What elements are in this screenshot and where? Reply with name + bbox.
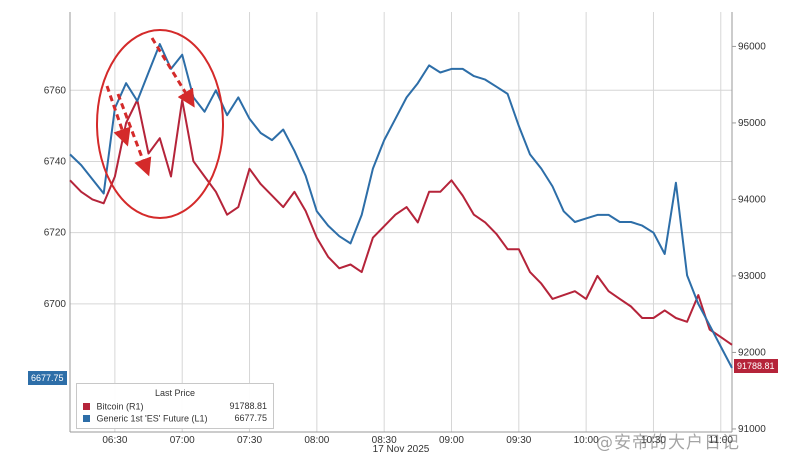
legend: Last Price Bitcoin (R1) 91788.81 Generic… <box>76 383 274 429</box>
x-axis: 06:30 07:00 07:30 08:00 08:30 09:00 09:30 10:00… <box>102 435 733 446</box>
left-last-price-flag: 6677.75 <box>28 371 67 385</box>
highlight-ellipse <box>96 29 224 219</box>
y-right-tick-label: 93000 <box>738 271 766 282</box>
legend-value-bitcoin: 91788.81 <box>229 401 267 411</box>
series-line-es-future <box>69 43 733 369</box>
right-last-price-value: 91788.81 <box>737 361 775 371</box>
y-left-tick-label: 6740 <box>44 156 67 167</box>
right-last-price-flag: 91788.81 <box>734 359 778 373</box>
left-last-price-value: 6677.75 <box>31 373 64 383</box>
annotation-arrows <box>105 37 195 177</box>
legend-swatch-bitcoin <box>83 403 90 411</box>
x-tick-label: 07:30 <box>237 435 262 446</box>
y-right-tick-label: 96000 <box>738 41 766 52</box>
x-tick-label: 10:30 <box>641 435 666 446</box>
x-tick-label: 09:00 <box>439 435 464 446</box>
y-left-axis: 6700 6720 6740 6760 <box>44 85 67 310</box>
down-arrow-1 <box>105 85 131 147</box>
y-left-tick-label: 6700 <box>44 299 67 310</box>
legend-title: Last Price <box>154 388 196 398</box>
legend-value-es-future: 6677.75 <box>234 413 267 423</box>
y-right-tick-label: 92000 <box>738 347 766 358</box>
down-arrow-2 <box>116 93 152 177</box>
x-tick-label: 09:30 <box>506 435 531 446</box>
down-arrow-3 <box>150 37 195 108</box>
legend-row-bitcoin: Bitcoin (R1) 91788.81 <box>83 401 267 413</box>
y-left-tick-label: 6720 <box>44 228 67 239</box>
legend-row-es-future: Generic 1st 'ES' Future (L1) 6677.75 <box>83 413 267 425</box>
x-tick-label: 06:30 <box>102 435 127 446</box>
x-tick-label: 08:30 <box>372 435 397 446</box>
y-left-tick-label: 6760 <box>44 85 67 96</box>
y-right-tick-label: 91000 <box>738 424 766 435</box>
series-group <box>69 43 733 369</box>
x-axis-date-label: 17 Nov 2025 <box>373 444 430 455</box>
legend-name-bitcoin: Bitcoin (R1) <box>96 401 144 412</box>
watermark: @安帝的大户日记 <box>596 433 740 453</box>
y-right-axis: 91000 92000 93000 94000 95000 96000 <box>732 41 766 435</box>
x-tick-label: 10:00 <box>574 435 599 446</box>
x-tick-label: 11:00 <box>709 435 734 446</box>
x-tick-label: 08:00 <box>304 435 329 446</box>
legend-name-es-future: Generic 1st 'ES' Future (L1) <box>96 413 208 424</box>
y-right-tick-label: 95000 <box>738 118 766 129</box>
x-tick-label: 07:00 <box>170 435 195 446</box>
grid <box>70 12 732 432</box>
y-right-tick-label: 94000 <box>738 194 766 205</box>
legend-swatch-es-future <box>83 415 90 423</box>
series-line-bitcoin <box>69 99 733 346</box>
